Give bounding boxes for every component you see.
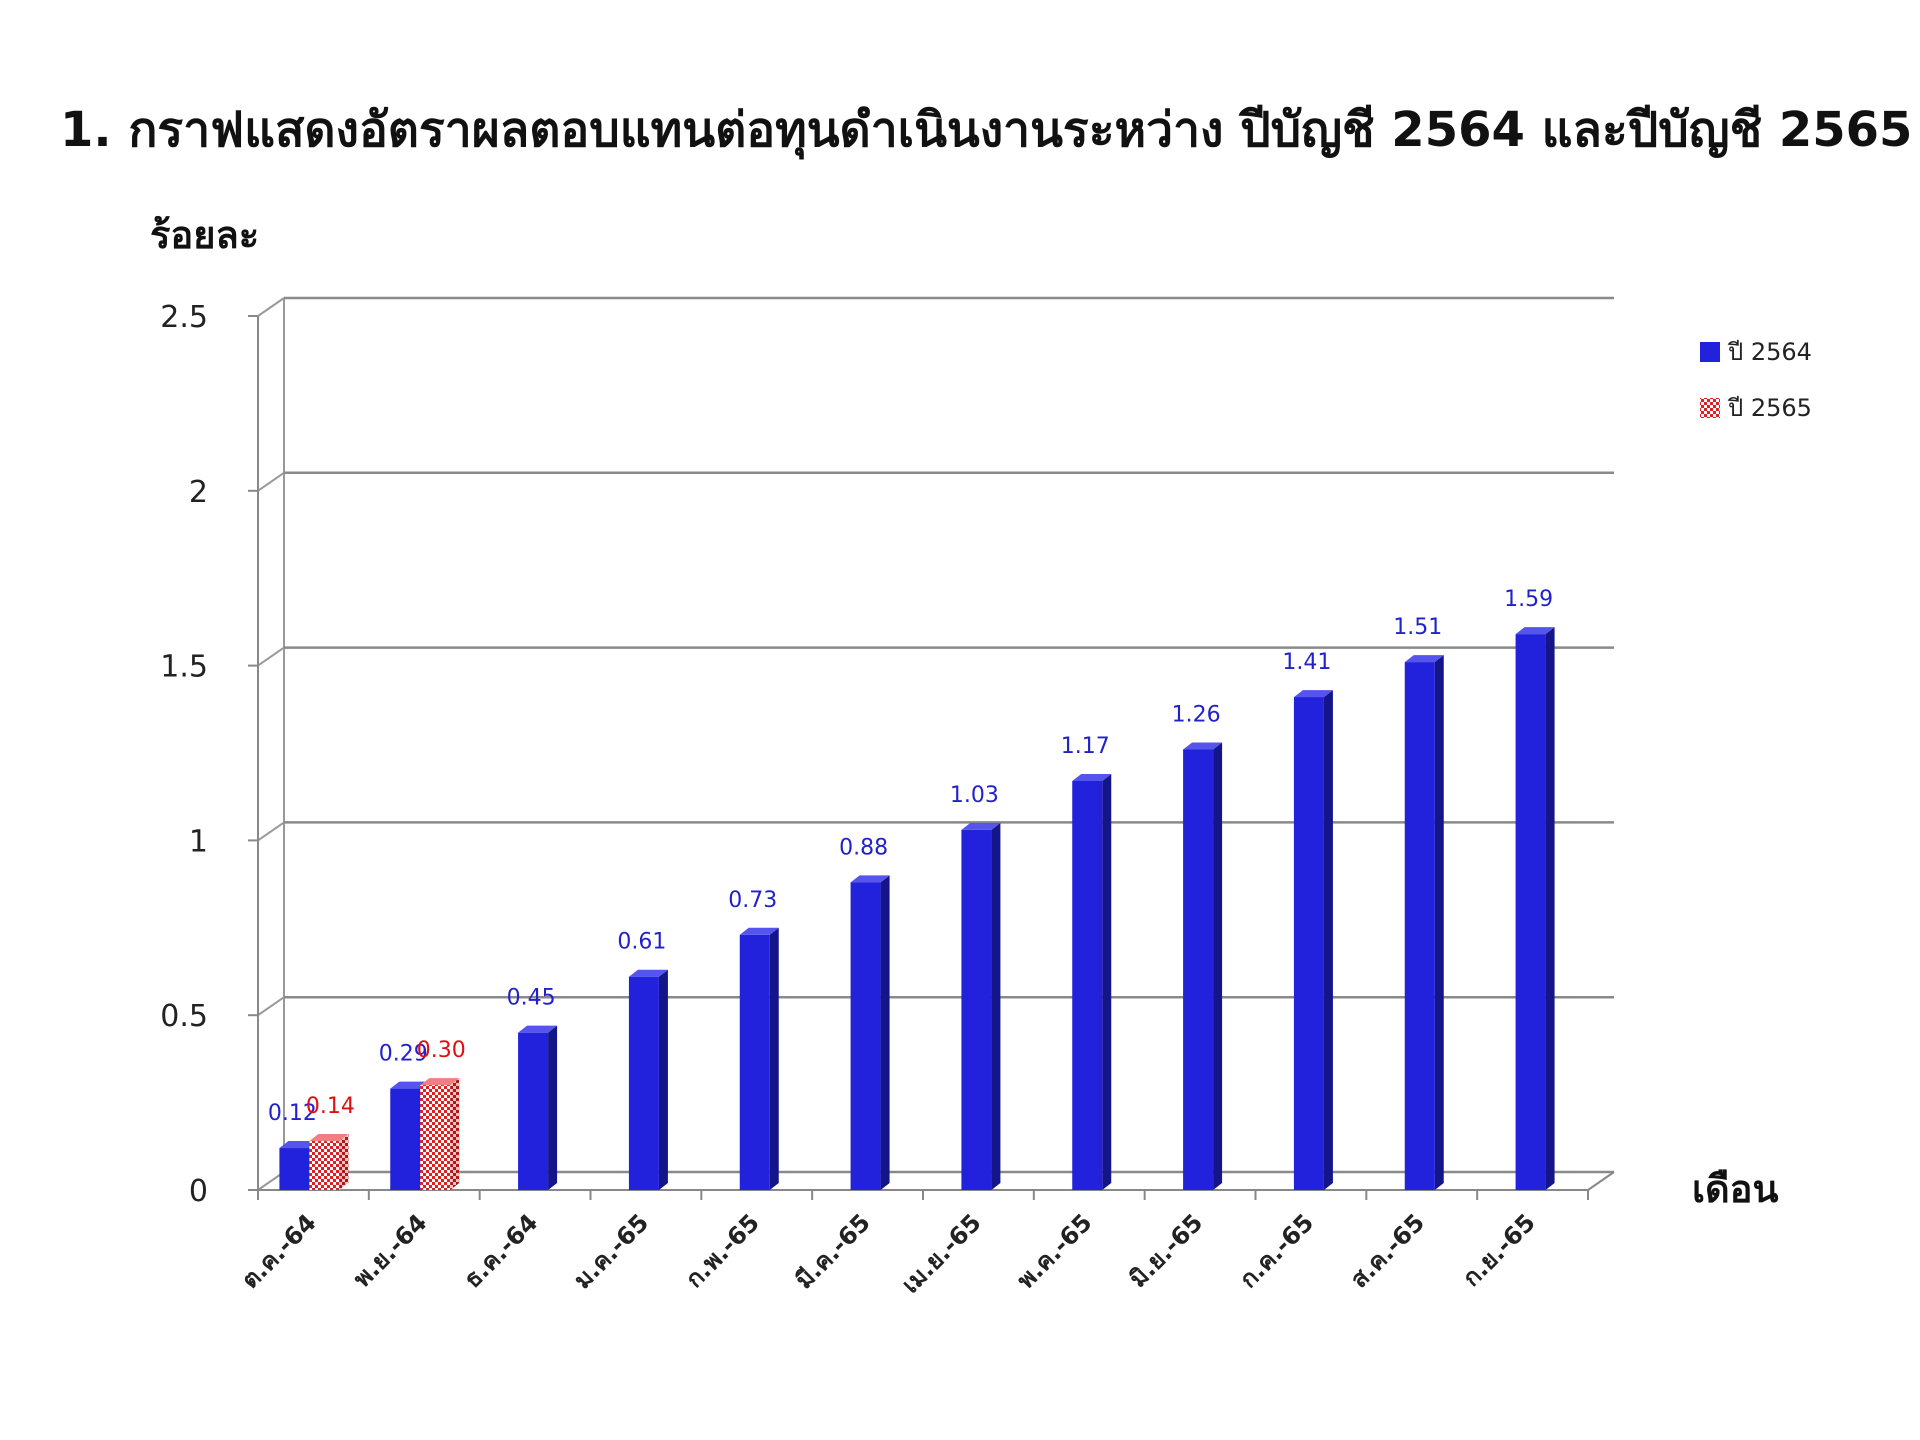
data-label-2565: 0.14: [306, 1094, 355, 1119]
legend-swatch-2565: [1700, 398, 1720, 418]
y-tick-label: 1.5: [160, 650, 208, 685]
grid-diagonal: [257, 646, 285, 667]
bar-2565-side: [339, 1134, 349, 1190]
bar-2564-top: [739, 927, 779, 935]
bar-2564-top: [961, 822, 1001, 830]
x-category-label: ก.พ.-65: [680, 1208, 765, 1293]
x-category-label: มิ.ย.-65: [1124, 1208, 1208, 1292]
bar-2564-front: [961, 829, 992, 1190]
bar-2564-side: [1434, 655, 1444, 1190]
data-label-2564: 1.59: [1504, 587, 1553, 612]
bar-2564-front: [1293, 697, 1324, 1190]
bar-2564: [739, 927, 779, 1190]
x-category-label: ม.ค.-65: [568, 1208, 654, 1294]
data-label-2564: 1.17: [1061, 734, 1110, 759]
bar-2564-top: [628, 969, 668, 977]
x-category-label: ส.ค.-65: [1345, 1208, 1430, 1293]
bar-2564-front: [1404, 662, 1435, 1190]
chart-title: 1. กราฟแสดงอัตราผลตอบแทนต่อทุนดำเนินงานร…: [60, 102, 1913, 158]
bar-2564-top: [390, 1081, 430, 1089]
legend-swatch-2564: [1700, 342, 1720, 362]
legend-label-2565: ปี 2565: [1727, 394, 1812, 422]
bar-2564-side: [991, 822, 1001, 1190]
data-label-2564: 1.41: [1282, 650, 1331, 675]
y-tick-label: 2: [189, 475, 208, 510]
y-tick-label: 2.5: [160, 300, 208, 335]
bar-2564-front: [850, 882, 881, 1190]
bar-2564-top: [850, 875, 890, 883]
bar-2564-top: [518, 1025, 558, 1033]
data-label-2564: 0.61: [617, 930, 666, 955]
x-category-label: ธ.ค.-64: [458, 1208, 543, 1293]
bar-2565-side: [450, 1078, 460, 1190]
bar-2564: [850, 875, 890, 1190]
bar-2564: [1404, 655, 1444, 1190]
data-label-2565: 0.30: [417, 1038, 466, 1063]
bar-2564: [1293, 690, 1333, 1190]
floor-right-edge: [1587, 1171, 1615, 1191]
bar-2564: [1515, 627, 1555, 1190]
data-label-2564: 0.29: [379, 1042, 428, 1067]
data-label-2564: 0.88: [839, 835, 888, 860]
bar-2564-side: [1213, 742, 1223, 1190]
bar-2564-side: [1545, 627, 1555, 1190]
bar-2564-side: [658, 969, 668, 1190]
x-category-label: ต.ค.-64: [236, 1208, 322, 1294]
bar-2564-front: [628, 976, 659, 1190]
bar-2564-side: [548, 1025, 558, 1190]
y-tick-label: 1: [189, 824, 208, 859]
x-category-label: พ.ย.-64: [348, 1208, 432, 1292]
bar-2564-side: [1102, 773, 1112, 1190]
bar-2564-front: [1183, 749, 1214, 1190]
bar-2564-front: [390, 1088, 421, 1190]
grid-diagonal: [257, 297, 285, 317]
data-label-2564: 0.73: [728, 888, 777, 913]
bar-2564-top: [1183, 742, 1223, 750]
y-tick-label: 0.5: [160, 999, 208, 1034]
bar-2565: [309, 1134, 349, 1190]
x-category-label: พ.ค.-65: [1012, 1208, 1098, 1294]
grid-diagonal: [257, 471, 285, 492]
bar-2564: [1183, 742, 1223, 1190]
bar-2564: [518, 1025, 558, 1190]
bar-2564-front: [518, 1032, 549, 1190]
bar-2565: [420, 1078, 460, 1190]
bar-2565-top: [420, 1078, 460, 1086]
bar-2564-side: [769, 927, 779, 1190]
x-category-label: เม.ย.-65: [896, 1208, 986, 1298]
data-label-2564: 0.12: [268, 1101, 317, 1126]
y-tick-label: 0: [189, 1174, 208, 1209]
bar-2565-top: [309, 1134, 349, 1142]
bar-2565-front: [309, 1141, 340, 1190]
bar-2564-front: [279, 1148, 310, 1190]
bar-2564-side: [880, 875, 890, 1190]
bar-2564-front: [1515, 634, 1546, 1190]
y-axis-title: ร้อยละ: [150, 213, 259, 257]
x-axis-title: เดือน: [1692, 1167, 1778, 1211]
bar-2564-top: [1515, 627, 1555, 635]
grid-diagonal: [257, 996, 285, 1017]
legend-label-2564: ปี 2564: [1727, 338, 1812, 366]
bar-2564: [961, 822, 1001, 1190]
bar-2564: [628, 969, 668, 1190]
x-category-label: มี.ค.-65: [790, 1208, 876, 1294]
grid-diagonal: [257, 821, 285, 842]
x-category-label: ก.ค.-65: [1234, 1208, 1319, 1293]
bar-2565-front: [420, 1085, 451, 1190]
bar-2564-top: [1404, 655, 1444, 663]
bar-2564-top: [279, 1141, 319, 1149]
bar-2564-top: [1072, 773, 1112, 781]
data-label-2564: 0.45: [507, 986, 556, 1011]
bar-2564-top: [1293, 690, 1333, 698]
bar-2564-side: [1323, 690, 1333, 1190]
data-label-2564: 1.03: [950, 783, 999, 808]
bar-2564: [1072, 773, 1112, 1190]
x-category-label: ก.ย.-65: [1457, 1208, 1541, 1292]
data-label-2564: 1.51: [1393, 615, 1442, 640]
bar-2564-front: [1072, 780, 1103, 1190]
data-label-2564: 1.26: [1172, 703, 1221, 728]
bar-2564-front: [739, 934, 770, 1190]
